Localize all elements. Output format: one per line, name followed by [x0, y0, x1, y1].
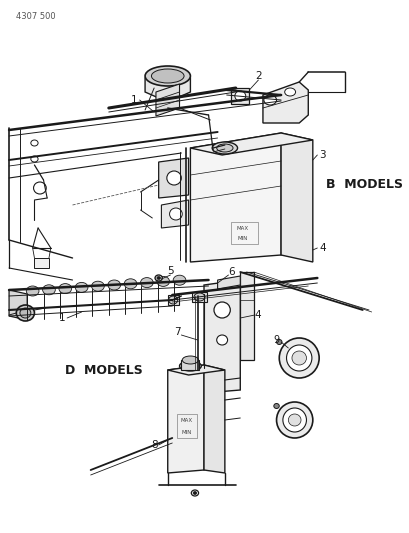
Text: 2: 2 [254, 71, 261, 81]
Polygon shape [158, 158, 188, 198]
Ellipse shape [273, 403, 279, 408]
Ellipse shape [216, 335, 227, 345]
Text: 4: 4 [319, 243, 325, 253]
Ellipse shape [276, 402, 312, 438]
Ellipse shape [193, 293, 204, 301]
Text: MAX: MAX [236, 225, 248, 230]
Ellipse shape [193, 491, 196, 495]
Text: D  MODELS: D MODELS [65, 364, 143, 376]
Polygon shape [155, 84, 179, 116]
Ellipse shape [34, 182, 46, 194]
Polygon shape [167, 365, 204, 473]
Ellipse shape [234, 91, 245, 101]
Ellipse shape [263, 95, 276, 105]
Polygon shape [217, 276, 240, 289]
Ellipse shape [16, 305, 34, 321]
Polygon shape [281, 133, 312, 262]
Ellipse shape [43, 285, 55, 295]
Ellipse shape [145, 66, 190, 86]
Ellipse shape [20, 308, 31, 318]
Ellipse shape [173, 275, 185, 285]
Text: MIN: MIN [237, 236, 247, 240]
Ellipse shape [151, 69, 184, 83]
Text: 4: 4 [254, 310, 260, 320]
Ellipse shape [291, 351, 306, 365]
Ellipse shape [166, 171, 181, 185]
Ellipse shape [284, 88, 295, 96]
Ellipse shape [140, 278, 153, 288]
Ellipse shape [75, 282, 88, 293]
Ellipse shape [282, 408, 306, 432]
Bar [231, 222, 258, 244]
Ellipse shape [124, 279, 137, 289]
Bar [192, 292, 206, 302]
Text: 1: 1 [58, 313, 65, 323]
Polygon shape [9, 290, 27, 320]
Bar [231, 88, 249, 104]
Ellipse shape [184, 363, 196, 369]
Ellipse shape [286, 345, 311, 371]
Ellipse shape [59, 284, 72, 294]
Text: 7: 7 [174, 327, 181, 337]
Ellipse shape [157, 277, 160, 279]
Ellipse shape [276, 340, 281, 344]
Text: 4307 500: 4307 500 [16, 12, 56, 21]
Polygon shape [204, 365, 224, 473]
Ellipse shape [211, 142, 237, 154]
Text: 8: 8 [151, 440, 157, 450]
Ellipse shape [168, 296, 177, 304]
Ellipse shape [191, 490, 198, 496]
Bar [181, 360, 199, 370]
Text: 1: 1 [130, 95, 137, 105]
Ellipse shape [26, 286, 39, 296]
Text: 6: 6 [227, 267, 234, 277]
Ellipse shape [91, 281, 104, 291]
Bar [176, 414, 196, 438]
Ellipse shape [279, 338, 318, 378]
Bar [34, 258, 49, 268]
Ellipse shape [31, 140, 38, 146]
Ellipse shape [169, 208, 182, 220]
Polygon shape [190, 133, 312, 155]
Text: 5: 5 [167, 266, 173, 276]
Text: 9: 9 [272, 335, 279, 345]
Ellipse shape [179, 361, 201, 371]
Ellipse shape [213, 302, 230, 318]
Ellipse shape [288, 414, 300, 426]
Polygon shape [262, 82, 308, 123]
Ellipse shape [182, 356, 198, 364]
Text: MIN: MIN [181, 430, 191, 434]
Text: B  MODELS: B MODELS [326, 179, 402, 191]
Polygon shape [204, 280, 240, 393]
Text: MAX: MAX [180, 417, 192, 423]
Bar [167, 295, 178, 305]
Ellipse shape [155, 275, 162, 281]
Ellipse shape [216, 144, 232, 152]
Ellipse shape [157, 277, 169, 286]
Polygon shape [145, 68, 190, 102]
Ellipse shape [31, 156, 38, 162]
Polygon shape [167, 365, 224, 375]
Text: 3: 3 [319, 150, 325, 160]
Polygon shape [161, 200, 188, 228]
Polygon shape [190, 133, 281, 262]
Ellipse shape [108, 280, 120, 290]
Polygon shape [240, 272, 253, 360]
